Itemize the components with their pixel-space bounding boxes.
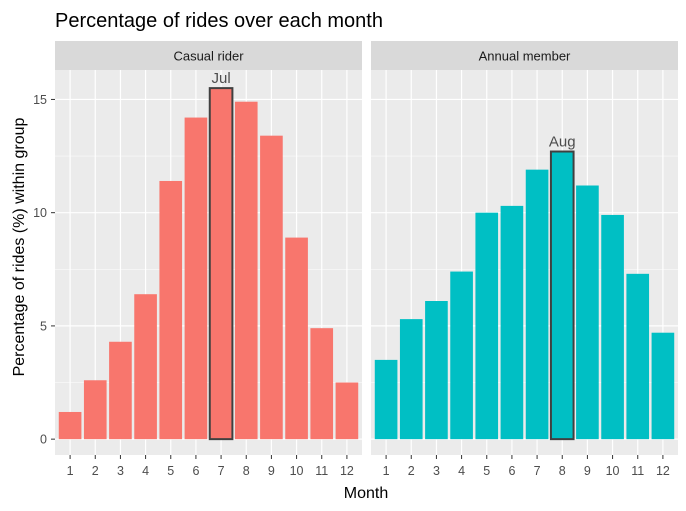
highlight-label: Aug: [549, 134, 576, 151]
x-tick-label: 7: [534, 464, 541, 478]
bar: [374, 359, 398, 440]
bar: [310, 328, 334, 440]
x-tick-label: 8: [243, 464, 250, 478]
bar: [425, 301, 448, 440]
highlight-label: Jul: [211, 70, 230, 87]
x-tick-label: 12: [340, 464, 354, 478]
x-tick-label: 7: [218, 464, 225, 478]
bar: [159, 180, 183, 440]
bar: [109, 341, 132, 440]
chart-title: Percentage of rides over each month: [55, 10, 383, 32]
x-tick-label: 12: [656, 464, 670, 478]
bar: [450, 271, 473, 440]
x-tick-label: 8: [559, 464, 566, 478]
x-tick-label: 1: [383, 464, 390, 478]
bar: [525, 169, 549, 440]
bar: [399, 319, 423, 440]
y-tick-label: 0: [40, 433, 47, 447]
bar: [184, 117, 208, 440]
x-tick-label: 9: [584, 464, 591, 478]
x-tick-label: 11: [315, 464, 328, 478]
bar: [83, 380, 107, 440]
x-tick-label: 10: [606, 464, 620, 478]
bar: [626, 273, 650, 440]
x-tick-label: 3: [433, 464, 440, 478]
bar: [209, 88, 233, 440]
bar: [234, 101, 258, 440]
bar: [475, 212, 499, 440]
x-tick-label: 4: [458, 464, 465, 478]
x-tick-label: 2: [408, 464, 415, 478]
x-tick-label: 5: [483, 464, 490, 478]
x-tick-label: 11: [631, 464, 644, 478]
x-tick-label: 10: [290, 464, 304, 478]
x-tick-label: 5: [167, 464, 174, 478]
bar: [335, 382, 359, 440]
y-axis-title: Percentage of rides (%) within group: [11, 118, 28, 377]
highlight-bar-outline: [208, 87, 234, 441]
x-tick-label: 2: [92, 464, 99, 478]
bar: [601, 214, 624, 440]
x-tick-label: 4: [142, 464, 149, 478]
bar: [550, 151, 574, 440]
highlight-bar-outline: [549, 150, 575, 441]
facet-strip: [55, 41, 362, 70]
bar: [651, 332, 675, 440]
y-tick-label: 5: [40, 319, 47, 333]
x-tick-label: 9: [268, 464, 275, 478]
bar: [500, 205, 524, 440]
facet-strip-label: Casual rider: [173, 49, 244, 64]
facet-strip: [371, 41, 678, 70]
y-tick-label: 10: [33, 206, 47, 220]
bar: [576, 185, 599, 440]
bar: [285, 237, 308, 440]
y-tick-label: 15: [33, 93, 47, 107]
facet-strip-label: Annual member: [479, 49, 571, 64]
x-axis-title: Month: [344, 485, 388, 502]
x-tick-label: 3: [117, 464, 124, 478]
bar: [134, 294, 157, 440]
bar: [58, 411, 82, 440]
x-tick-label: 1: [67, 464, 74, 478]
x-tick-label: 6: [192, 464, 199, 478]
bar: [260, 135, 283, 440]
x-tick-label: 6: [508, 464, 515, 478]
